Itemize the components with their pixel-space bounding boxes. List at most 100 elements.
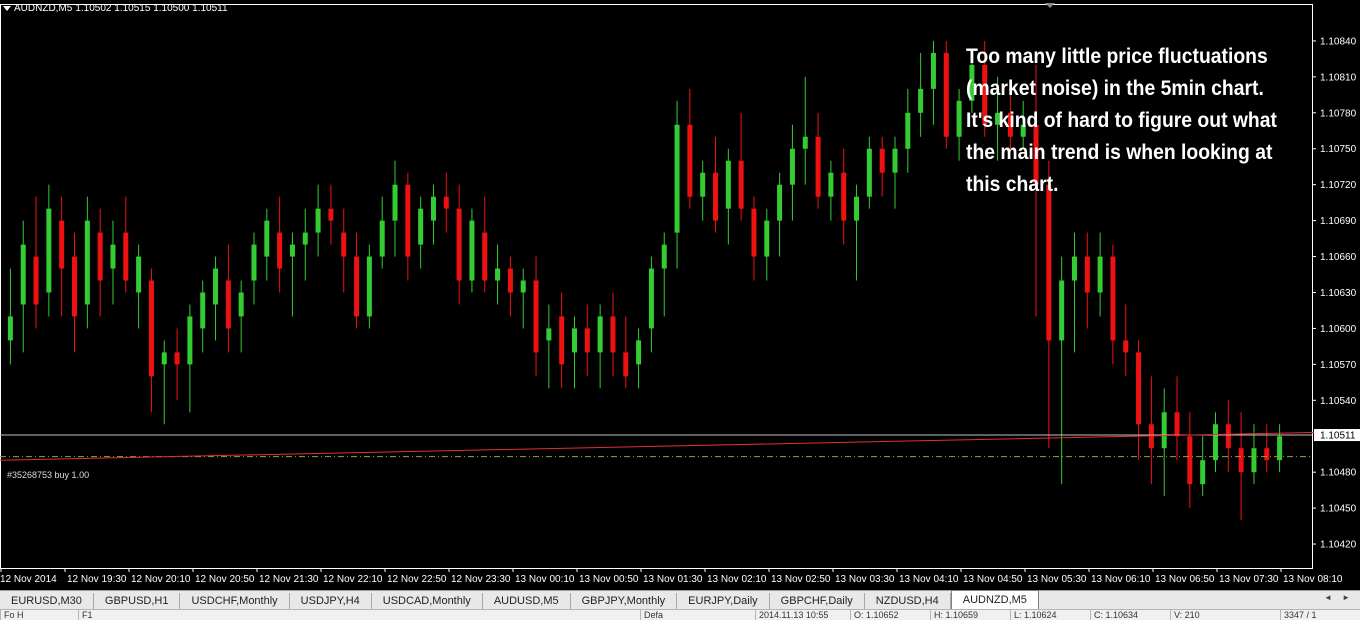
time-tick-label: 13 Nov 00:10 <box>515 574 575 585</box>
time-tick-label: 13 Nov 01:30 <box>643 574 703 585</box>
candle-body <box>584 328 590 353</box>
dropdown-triangle-icon[interactable] <box>3 6 11 11</box>
candle-body <box>713 172 719 221</box>
tab-usdcad-monthly[interactable]: USDCAD,Monthly <box>372 593 483 609</box>
time-tick-label: 13 Nov 07:30 <box>1219 574 1279 585</box>
candle-body <box>648 268 654 329</box>
candle-body <box>418 208 424 245</box>
tab-usdjpy-h4[interactable]: USDJPY,H4 <box>290 593 372 609</box>
candle-body <box>59 220 65 269</box>
candle-body <box>110 244 116 269</box>
candle-body <box>879 148 885 173</box>
tab-gbpjpy-monthly[interactable]: GBPJPY,Monthly <box>571 593 678 609</box>
candle-body <box>1251 448 1257 473</box>
time-tick-label: 13 Nov 02:50 <box>771 574 831 585</box>
candle-body <box>738 160 744 209</box>
candle-body <box>277 232 283 269</box>
candle-body <box>892 148 898 173</box>
candle-body <box>571 328 577 353</box>
tab-usdchf-monthly[interactable]: USDCHF,Monthly <box>180 593 290 609</box>
candle-body <box>1136 352 1142 425</box>
candle-body <box>443 196 449 209</box>
candle-body <box>1225 424 1231 449</box>
candle-body <box>482 232 488 281</box>
candle-body <box>930 52 936 89</box>
candle-body <box>751 208 757 257</box>
candle-body <box>1187 436 1193 485</box>
candle-body <box>238 292 244 317</box>
candle-body <box>1059 280 1065 341</box>
trend-line <box>0 430 1360 461</box>
price-tick-label: 1.10810 <box>1320 72 1357 83</box>
symbol-header: AUDNZD,M5 1.10502 1.10515 1.10500 1.1051… <box>3 3 228 14</box>
price-tick-label: 1.10600 <box>1320 324 1357 335</box>
candle-body <box>72 256 78 317</box>
price-tick-label: 1.10420 <box>1320 540 1357 551</box>
candle-body <box>315 208 321 233</box>
tab-eurjpy-daily[interactable]: EURJPY,Daily <box>677 593 770 609</box>
candle-body <box>777 184 783 221</box>
tab-gbpchf-daily[interactable]: GBPCHF,Daily <box>770 593 865 609</box>
candle-body <box>546 328 552 341</box>
tab-nzdusd-h4[interactable]: NZDUSD,H4 <box>865 593 951 609</box>
time-tick-label: 13 Nov 08:10 <box>1283 574 1343 585</box>
status-field: 3347 / 1 <box>1280 610 1317 620</box>
time-tick-label: 13 Nov 04:10 <box>899 574 959 585</box>
status-field: H: 1.10659 <box>930 610 978 620</box>
candle-body <box>700 172 706 197</box>
candle-body <box>841 172 847 221</box>
candle-body <box>123 232 129 281</box>
candle-body <box>623 352 629 377</box>
candle-body <box>1174 412 1180 437</box>
candle-body <box>1123 340 1129 353</box>
candle-body <box>1200 460 1206 485</box>
price-tick-label: 1.10690 <box>1320 216 1357 227</box>
time-tick-label: 13 Nov 02:10 <box>707 574 767 585</box>
candle-body <box>1161 412 1167 449</box>
candle-body <box>213 268 219 305</box>
candle-body <box>200 292 206 329</box>
tab-gbpusd-h1[interactable]: GBPUSD,H1 <box>94 593 181 609</box>
candle-body <box>802 136 808 149</box>
candle-body <box>469 220 475 281</box>
candle-body <box>1264 448 1270 461</box>
candle-body <box>1033 124 1039 185</box>
candle-body <box>46 208 52 293</box>
time-tick-label: 12 Nov 19:30 <box>67 574 127 585</box>
price-tick-label: 1.10840 <box>1320 36 1357 47</box>
symbol-name: AUDNZD,M5 <box>14 3 73 14</box>
chart-window[interactable]: 1.10840 1.10810 1.10780 1.10750 1.10720 1.106… <box>0 0 1360 590</box>
time-tick-label: 13 Nov 04:50 <box>963 574 1023 585</box>
candle-body <box>661 244 667 269</box>
candle-body <box>405 184 411 257</box>
time-tick-label: 13 Nov 03:30 <box>835 574 895 585</box>
time-tick-label: 12 Nov 20:10 <box>131 574 191 585</box>
candle-body <box>610 316 616 353</box>
tab-eurusd-m30[interactable]: EURUSD,M30 <box>0 593 94 609</box>
status-field: F1 <box>78 610 93 620</box>
candle-body <box>264 220 270 257</box>
candle-body <box>84 220 90 305</box>
candle-body <box>815 136 821 197</box>
price-chart[interactable]: 1.10840 1.10810 1.10780 1.10750 1.10720 1.106… <box>0 0 1360 590</box>
plot-frame <box>0 4 1313 569</box>
candle-body <box>225 280 231 329</box>
candle-body <box>1084 256 1090 293</box>
price-tick-label: 1.10450 <box>1320 504 1357 515</box>
candle-body <box>854 196 860 221</box>
candle-body <box>354 256 360 317</box>
status-field: 2014.11.13 10:55 <box>755 610 828 620</box>
tab-scroll-arrows-icon[interactable]: ◄ ► <box>1323 593 1354 602</box>
time-tick-label: 13 Nov 00:50 <box>579 574 639 585</box>
candle-body <box>161 352 167 365</box>
price-tick-label: 1.10780 <box>1320 108 1357 119</box>
candle-body <box>764 220 770 257</box>
candle-body <box>1020 124 1026 137</box>
scroll-marker-icon <box>1045 3 1055 8</box>
candle-body <box>289 244 295 257</box>
candle-body <box>918 88 924 113</box>
candle-body <box>430 196 436 221</box>
tab-audusd-m5[interactable]: AUDUSD,M5 <box>483 593 571 609</box>
candle-body <box>674 124 680 233</box>
tab-audnzd-m5[interactable]: AUDNZD,M5 <box>950 590 1039 609</box>
